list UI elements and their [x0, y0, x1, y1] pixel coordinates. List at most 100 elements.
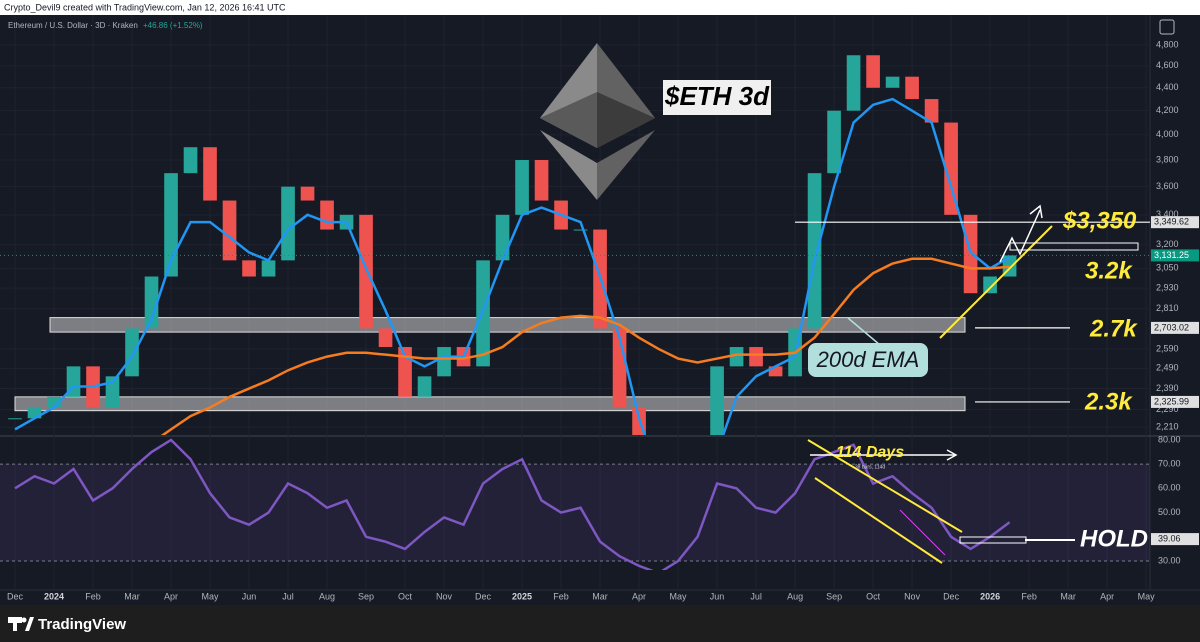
candle [8, 418, 22, 420]
y-tick-label: 4,000 [1156, 129, 1179, 139]
price-tag [1151, 249, 1199, 262]
ema-line [160, 257, 1010, 435]
candle [710, 366, 724, 435]
x-tick-label: Nov [904, 591, 921, 601]
x-tick-label: Mar [124, 591, 140, 601]
x-tick-label: Oct [398, 591, 413, 601]
bottom-bar [0, 605, 1200, 642]
x-tick-label: Apr [632, 591, 646, 601]
x-tick-label: Jul [750, 591, 762, 601]
eth-logo [540, 43, 655, 200]
candle [885, 76, 900, 88]
target-label: $3,350 [1062, 207, 1137, 234]
symbol: Ethereum / U.S. Dollar · 3D · Kraken [8, 21, 138, 30]
candle [534, 160, 549, 201]
rsi-tick-label: 80.00 [1158, 434, 1181, 444]
x-tick-label: Aug [319, 591, 335, 601]
candle [515, 160, 529, 215]
rsi-line [14, 438, 1011, 570]
y-tick-label: 4,400 [1156, 82, 1179, 92]
x-tick-label: Sep [826, 591, 842, 601]
y-tick-label: 4,600 [1156, 60, 1179, 70]
days-label: 114 Days [836, 444, 904, 461]
x-tick-label: 2026 [980, 591, 1000, 601]
candle [27, 407, 42, 419]
x-tick-label: Mar [592, 591, 608, 601]
y-tick-label: 4,200 [1156, 105, 1179, 115]
level-label: 2.7k [1089, 315, 1138, 342]
x-tick-label: Mar [1060, 591, 1076, 601]
x-tick-label: Apr [1100, 591, 1114, 601]
x-tick-label: Nov [436, 591, 453, 601]
y-tick-label: 3,200 [1156, 239, 1179, 249]
rsi-tick-label: 50.00 [1158, 507, 1181, 517]
candle [222, 200, 237, 261]
x-tick-label: Feb [553, 591, 569, 601]
rsi-tag [1151, 533, 1199, 546]
x-tick-label: Sep [358, 591, 374, 601]
x-tick-label: Jul [282, 591, 294, 601]
candle [417, 376, 432, 397]
y-tick-label: 2,290 [1156, 404, 1179, 414]
candle [866, 55, 880, 88]
rsi-band [0, 464, 1150, 562]
candle [807, 173, 822, 329]
rsi-tick-label: 30.00 [1158, 555, 1181, 565]
price-tag-label: 2,325.99 [1154, 396, 1189, 406]
y-tick-label: 4,800 [1156, 39, 1179, 49]
candle [281, 186, 295, 261]
candle [827, 110, 841, 174]
x-tick-label: Aug [787, 591, 803, 601]
zone [14, 396, 966, 412]
candle [359, 214, 373, 329]
candle [203, 147, 217, 201]
ema-box [808, 343, 928, 377]
y-tick-label: 2,810 [1156, 303, 1179, 313]
candle [125, 328, 139, 377]
x-tick-label: May [670, 591, 688, 601]
y-tick-label: 3,800 [1156, 154, 1179, 164]
top-bar [0, 0, 1200, 15]
change: +46.86 (+1.52%) [143, 21, 203, 30]
y-tick-label: 3,050 [1156, 263, 1179, 273]
y-tick-label: 2,210 [1156, 422, 1179, 432]
candle [924, 99, 939, 123]
candle [749, 347, 763, 367]
y-tick-label: 2,590 [1156, 343, 1179, 353]
x-tick-label: Oct [866, 591, 881, 601]
candle [905, 76, 919, 100]
rsi-tick-label: 60.00 [1158, 483, 1181, 493]
x-tick-label: Dec [475, 591, 492, 601]
currency-icon [1159, 19, 1175, 35]
price-tag-label: 3,349.62 [1154, 217, 1189, 227]
ticker-box [663, 80, 771, 115]
y-tick-label: 2,490 [1156, 363, 1179, 373]
level-label: 2.3k [1084, 388, 1133, 415]
y-tick-label: 3,400 [1156, 209, 1179, 219]
brand: TradingView [38, 616, 126, 633]
price-tag-label: 3,131.25 [1154, 250, 1189, 260]
rsi-tick-label: 70.00 [1158, 459, 1181, 469]
x-tick-label: May [1138, 591, 1156, 601]
ema-line [14, 97, 1011, 435]
price-tag [1151, 395, 1199, 408]
candle [378, 328, 393, 348]
level-label: 3.2k [1085, 257, 1133, 284]
candle [495, 214, 510, 261]
x-tick-label: Dec [943, 591, 960, 601]
x-tick-label: Feb [1021, 591, 1037, 601]
price-tag [1151, 216, 1199, 229]
hold-label: HOLD [1080, 525, 1148, 552]
ticker-label: $ETH 3d [664, 81, 770, 111]
candle [846, 55, 861, 111]
candle [261, 260, 276, 277]
zone [49, 317, 966, 333]
candle [144, 276, 159, 329]
x-tick-label: Dec [7, 591, 24, 601]
price-tag-label: 2,703.02 [1154, 322, 1189, 332]
candle [729, 347, 744, 367]
x-tick-label: Apr [164, 591, 178, 601]
x-tick-label: 2025 [512, 591, 532, 601]
y-tick-label: 2,930 [1156, 283, 1179, 293]
